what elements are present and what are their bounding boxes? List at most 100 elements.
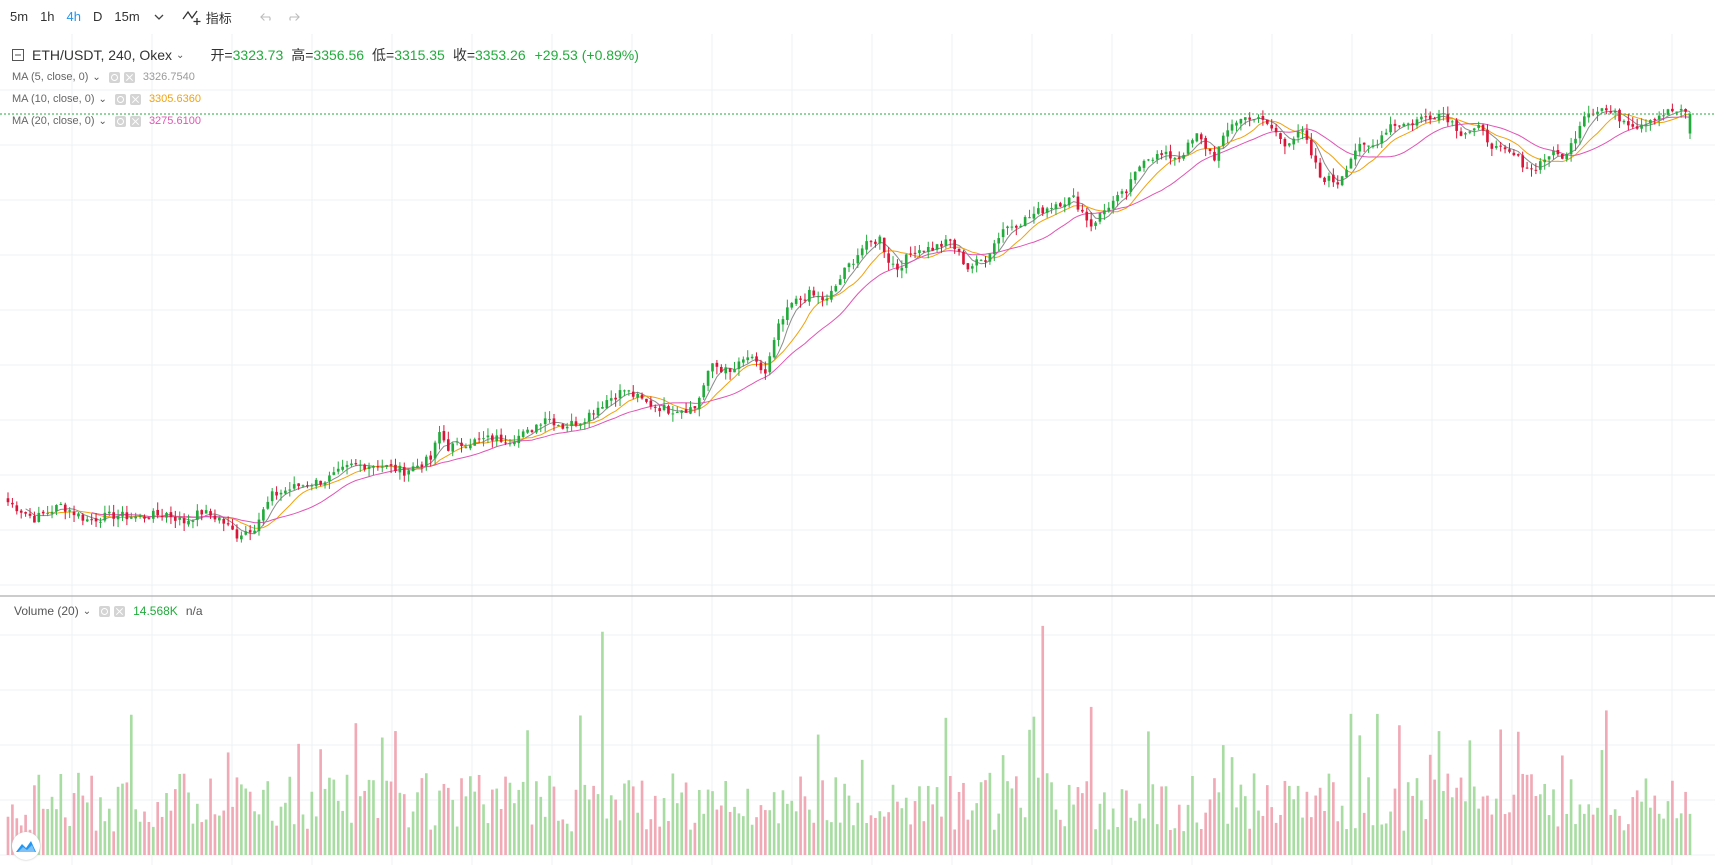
- volume-bar: [222, 810, 226, 855]
- volume-bar: [424, 773, 428, 855]
- candle-body: [1274, 127, 1278, 133]
- volume-bar: [1213, 778, 1216, 855]
- candle-body: [191, 520, 195, 522]
- volume-bar: [336, 800, 340, 855]
- volume-bar: [1415, 778, 1419, 855]
- volume-bar: [1014, 776, 1018, 855]
- volume-bar: [341, 810, 344, 855]
- volume-bar: [363, 790, 366, 855]
- volume-bar: [332, 779, 336, 855]
- volume-bar: [1530, 774, 1533, 855]
- chevron-down-icon[interactable]: ⌄: [176, 49, 185, 61]
- ma20-visibility-icon[interactable]: [114, 115, 126, 127]
- ma10-visibility-icon[interactable]: [114, 93, 126, 105]
- collapse-legend-icon[interactable]: [12, 49, 24, 61]
- volume-remove-icon[interactable]: [114, 605, 126, 617]
- volume-bar: [764, 810, 767, 855]
- volume-bar: [1569, 779, 1573, 855]
- symbol-row: ETH/USDT, 240, Okex ⌄ 开= 3323.73 高= 3356…: [12, 44, 639, 66]
- volume-bar: [380, 737, 384, 855]
- ma10-remove-icon[interactable]: [129, 93, 141, 105]
- timeframe-5m[interactable]: 5m: [10, 9, 29, 24]
- volume-bar: [702, 813, 706, 855]
- volume-bar: [1671, 780, 1674, 855]
- volume-bar: [1098, 803, 1102, 855]
- candle-body: [1243, 117, 1247, 120]
- volume-bar: [1270, 807, 1274, 855]
- candle-body: [1213, 151, 1216, 161]
- tradingview-logo[interactable]: [12, 832, 40, 860]
- ma5-label[interactable]: MA (5, close, 0): [12, 71, 89, 83]
- timeframe-d[interactable]: D: [93, 9, 103, 24]
- volume-bar: [218, 815, 221, 855]
- candle-body: [235, 529, 239, 539]
- volume-bar: [1587, 804, 1591, 855]
- candle-body: [270, 491, 274, 502]
- ma5-remove-icon[interactable]: [123, 71, 135, 83]
- candle-body: [733, 369, 736, 373]
- candle-body: [1358, 143, 1362, 152]
- chevron-down-icon[interactable]: ⌄: [82, 605, 92, 617]
- volume-bar: [1499, 729, 1502, 855]
- candle-body: [187, 520, 190, 525]
- candle-body: [367, 466, 371, 469]
- candle-body: [63, 504, 67, 512]
- indicators-button[interactable]: 指标: [182, 8, 232, 27]
- chevron-down-icon[interactable]: ⌄: [92, 71, 101, 83]
- ma5-visibility-icon[interactable]: [108, 71, 120, 83]
- candle-body: [825, 298, 829, 301]
- candle-body: [116, 516, 120, 520]
- undo-icon[interactable]: [259, 10, 274, 24]
- volume-bar: [262, 789, 265, 855]
- volume-bar: [1142, 818, 1146, 855]
- candle-body: [1679, 108, 1683, 111]
- timeframe-15m[interactable]: 15m: [114, 9, 140, 24]
- ma20-remove-icon[interactable]: [129, 115, 141, 127]
- volume-bar: [41, 808, 45, 855]
- candle-body: [6, 498, 10, 503]
- candle-body: [1547, 156, 1551, 160]
- candle-body: [693, 406, 697, 409]
- volume-bar: [1160, 786, 1163, 855]
- volume-bar: [173, 789, 177, 855]
- volume-bar: [37, 774, 41, 855]
- volume-bar: [565, 823, 569, 855]
- ma10-label[interactable]: MA (10, close, 0): [12, 93, 95, 105]
- candle-body: [1204, 138, 1207, 149]
- volume-bar: [482, 804, 485, 855]
- candle-body: [46, 512, 49, 514]
- candle-body: [1318, 162, 1322, 178]
- volume-bar: [367, 779, 371, 855]
- open-label: 开=: [210, 47, 233, 63]
- candle-body: [301, 485, 305, 487]
- candle-body: [570, 420, 573, 427]
- volume-bar: [1398, 725, 1401, 855]
- symbol-label[interactable]: ETH/USDT, 240, Okex: [32, 47, 173, 63]
- candle-body: [442, 431, 446, 441]
- volume-bar: [719, 805, 723, 855]
- chevron-down-icon[interactable]: ⌄: [98, 93, 107, 105]
- volume-label[interactable]: Volume (20): [14, 604, 79, 618]
- volume-bar: [975, 803, 979, 855]
- timeframe-4h[interactable]: 4h: [66, 9, 81, 24]
- candle-body: [134, 516, 138, 519]
- volume-bar: [913, 801, 917, 855]
- candle-body: [1085, 211, 1089, 221]
- volume-bar: [570, 831, 573, 855]
- volume-bar: [328, 777, 331, 855]
- candle-body: [169, 512, 173, 518]
- candle-body: [1177, 157, 1181, 159]
- timeframe-1h[interactable]: 1h: [40, 9, 55, 24]
- volume-bar: [1556, 826, 1560, 855]
- candle-body: [896, 263, 899, 270]
- chevron-down-icon[interactable]: ⌄: [98, 115, 107, 127]
- candle-body: [1424, 116, 1428, 118]
- ma20-label[interactable]: MA (20, close, 0): [12, 115, 95, 127]
- volume-visibility-icon[interactable]: [99, 605, 111, 617]
- chevron-down-icon[interactable]: [152, 10, 166, 24]
- redo-icon[interactable]: [286, 10, 300, 24]
- volume-bar: [948, 775, 952, 855]
- candle-body: [1023, 217, 1027, 226]
- volume-bar: [662, 798, 666, 855]
